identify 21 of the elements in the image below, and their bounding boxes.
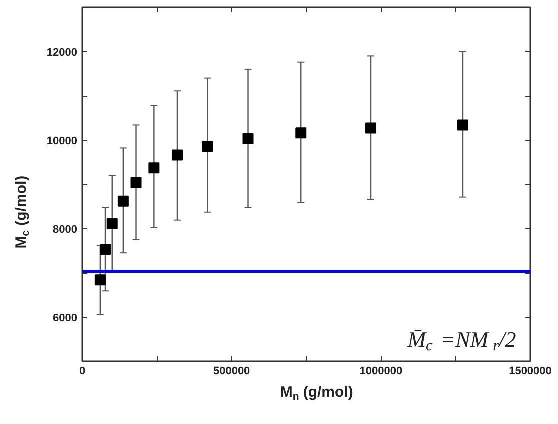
y-tick-label: 10000	[46, 135, 78, 148]
y-tick-label: 6000	[53, 312, 78, 324]
point	[172, 150, 183, 161]
point	[100, 244, 111, 256]
point	[296, 128, 307, 139]
point	[118, 196, 129, 207]
point	[366, 122, 377, 134]
y-axis-title: Mc (g/mol)	[13, 176, 32, 249]
y-tick-label: 12000	[46, 46, 78, 59]
point	[148, 162, 160, 174]
point	[242, 133, 254, 144]
point	[94, 274, 106, 286]
x-tick-label: 0	[79, 366, 86, 378]
point	[106, 218, 118, 230]
y-tick-label: 8000	[53, 224, 78, 236]
point	[130, 177, 142, 188]
point	[202, 140, 214, 152]
point	[458, 120, 468, 131]
x-tick-label: 1500000	[509, 366, 552, 378]
x-tick-label: 500000	[213, 366, 250, 378]
x-tick-label: 1000000	[360, 366, 403, 378]
